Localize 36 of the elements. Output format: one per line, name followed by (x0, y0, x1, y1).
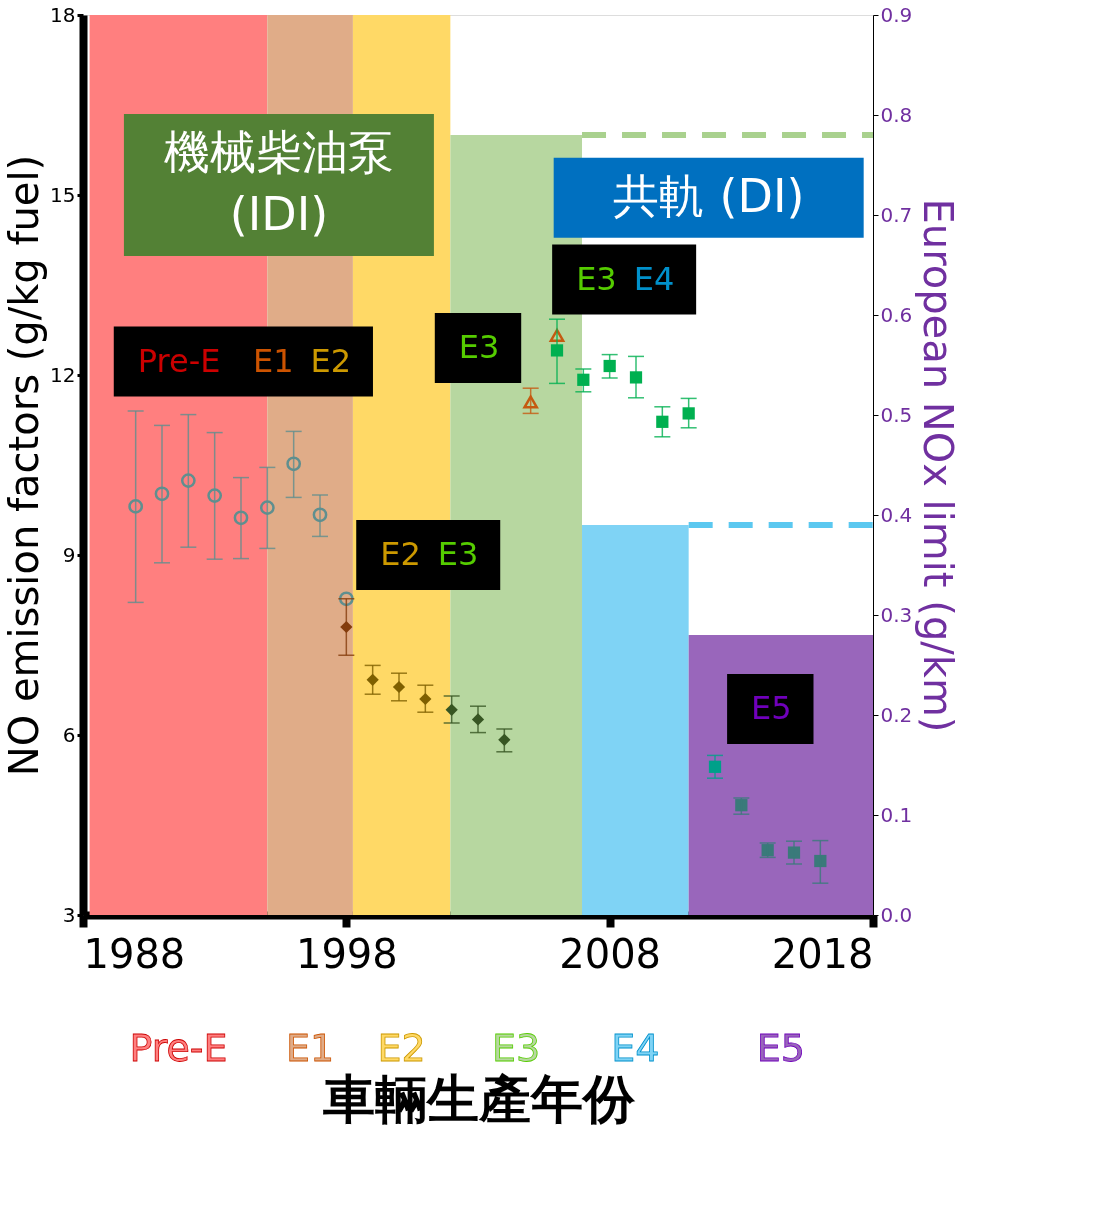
annotation: 機械柴油泵 (IDI) (163, 125, 394, 242)
annotation: E3 E4 (576, 259, 675, 298)
y2-tick-label: 0.8 (880, 102, 913, 127)
y-axis-title: NO emission factors (g/kg fuel) (1, 154, 48, 777)
annotation: E5 (751, 688, 792, 727)
text: E2 (377, 1026, 426, 1070)
annotation: E3 (458, 328, 500, 366)
text: E1 (286, 1026, 335, 1070)
y2-tick-label: 0.6 (880, 302, 913, 327)
x-tick-label: 2018 (771, 930, 874, 977)
x-tick-label: 1998 (295, 930, 398, 977)
text: E3 (492, 1026, 541, 1070)
y2-axis-title: European NOx limit (g/km) (915, 198, 962, 733)
x-tick-label: 1988 (83, 930, 186, 977)
x-axis-title: 車輛生產年份 (321, 1068, 636, 1129)
annotation: Pre-E E1 E2 (137, 341, 352, 380)
y2-tick-label: 0.1 (880, 802, 913, 827)
y2-tick-label: 0.9 (880, 2, 913, 27)
y2-tick-label: 0.3 (880, 602, 913, 627)
y-tick-label: 6 (62, 722, 76, 747)
annotation: E2 E3 (380, 535, 479, 573)
y-tick-label: 12 (50, 362, 76, 387)
annotation: 共軌 (DI) (612, 168, 805, 223)
y2-tick-label: 0.7 (880, 202, 913, 227)
y-tick-label: 18 (50, 2, 76, 27)
y2-tick-label: 0.2 (880, 702, 913, 727)
y2-tick-label: 0.4 (880, 502, 913, 527)
y-tick-label: 9 (62, 542, 76, 567)
x-tick-label: 2008 (559, 930, 662, 977)
y2-tick-label: 0.5 (880, 402, 913, 427)
text: E5 (756, 1026, 805, 1070)
y-tick-label: 15 (50, 182, 76, 207)
text: Pre-E (129, 1026, 228, 1070)
text: E4 (611, 1026, 660, 1070)
y-tick-label: 3 (62, 902, 76, 927)
y2-tick-label: 0.0 (880, 902, 913, 927)
